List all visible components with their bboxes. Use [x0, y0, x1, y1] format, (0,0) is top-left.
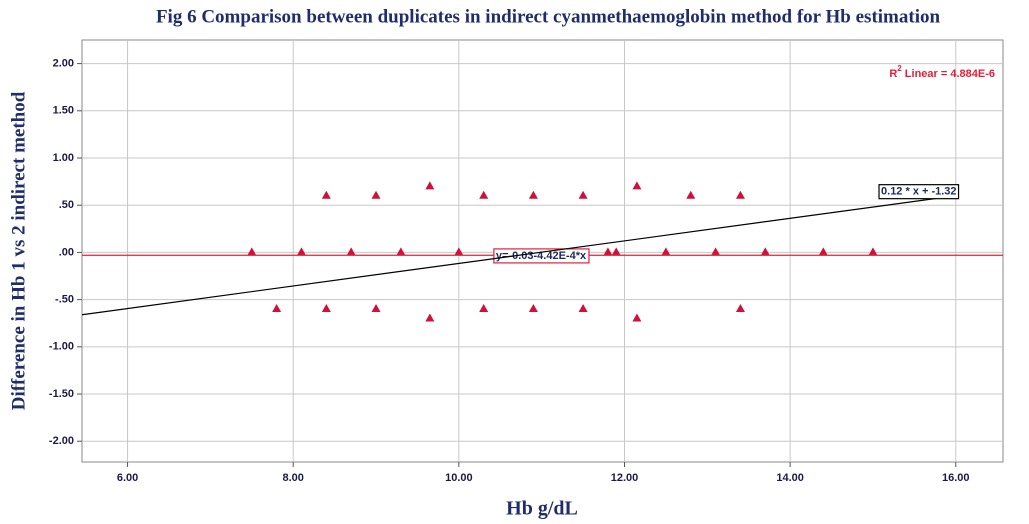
- x-tick-label: 12.00: [611, 472, 639, 484]
- y-tick-label: 1.00: [53, 152, 74, 164]
- y-tick-label: -.50: [55, 294, 74, 306]
- x-tick-label: 14.00: [776, 472, 804, 484]
- point: [818, 247, 828, 256]
- point: [632, 181, 642, 190]
- x-tick-label: 10.00: [445, 472, 473, 484]
- point: [346, 247, 356, 256]
- point: [396, 247, 406, 256]
- y-axis-label: Difference in Hb 1 vs 2 indirect method: [8, 91, 29, 410]
- point: [711, 247, 721, 256]
- point: [611, 247, 621, 256]
- y-tick-label: -1.00: [49, 341, 74, 353]
- r2-label: R2 Linear = 4.884E-6: [889, 64, 995, 80]
- point: [425, 313, 435, 322]
- point: [760, 247, 770, 256]
- point: [321, 190, 331, 199]
- point: [479, 190, 489, 199]
- r2-sup: 2: [897, 64, 902, 73]
- r2-prefix: R: [889, 68, 897, 80]
- point: [296, 247, 306, 256]
- x-tick-label: 6.00: [117, 472, 138, 484]
- point: [868, 247, 878, 256]
- y-tick-label: -2.00: [49, 435, 74, 447]
- point: [371, 304, 381, 313]
- point: [528, 190, 538, 199]
- point: [454, 247, 464, 256]
- x-tick-label: 8.00: [282, 472, 303, 484]
- y-tick-label: 2.00: [53, 58, 74, 70]
- fit-label-box: [878, 184, 960, 200]
- point: [735, 304, 745, 313]
- point: [603, 247, 613, 256]
- point: [578, 190, 588, 199]
- point: [578, 304, 588, 313]
- fit-line: [81, 195, 956, 316]
- r2-text: Linear = 4.884E-6: [902, 68, 995, 80]
- fit-label: y=-0.03-4.42E-4*x: [493, 248, 590, 264]
- point: [528, 304, 538, 313]
- point: [632, 313, 642, 322]
- x-tick-label: 16.00: [942, 472, 970, 484]
- point: [371, 190, 381, 199]
- y-tick-label: -1.50: [49, 388, 74, 400]
- point: [247, 247, 257, 256]
- y-tick-label: 1.50: [53, 105, 74, 117]
- point: [686, 190, 696, 199]
- point: [661, 247, 671, 256]
- point: [425, 181, 435, 190]
- point: [321, 304, 331, 313]
- fit-label-box: [493, 248, 590, 264]
- y-tick-label: .50: [59, 199, 74, 211]
- point: [479, 304, 489, 313]
- fit-label-text: 0.12 * x + -1.32: [881, 186, 957, 198]
- point: [735, 190, 745, 199]
- point: [272, 304, 282, 313]
- chart-title: Fig 6 Comparison between duplicates in i…: [156, 6, 941, 27]
- x-axis-label: Hb g/dL: [506, 498, 578, 520]
- fit-label-text: y=-0.03-4.42E-4*x: [496, 250, 587, 262]
- fit-label: 0.12 * x + -1.32: [878, 184, 960, 200]
- y-tick-label: .00: [59, 246, 74, 258]
